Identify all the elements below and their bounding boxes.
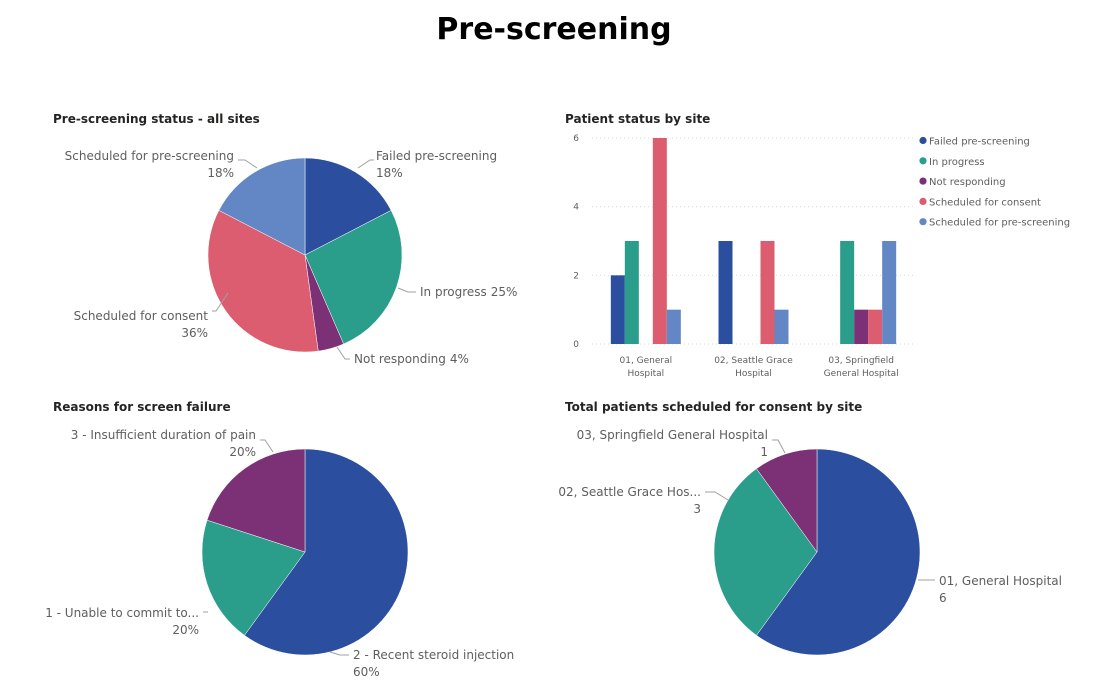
slice-label-value: 36% [181, 326, 208, 340]
slice-label: Not responding 4% [354, 352, 469, 366]
pie-slice[interactable] [201, 519, 306, 636]
leader-line [772, 439, 786, 454]
legend-entry: Failed pre-screening [929, 137, 1030, 148]
slice-label-value: 60% [353, 665, 380, 679]
y-tick-label: 6 [573, 134, 579, 144]
slice-label-value: 25% [491, 285, 518, 299]
slice-label-value: 18% [207, 166, 234, 180]
failure-pie-chart[interactable]: 2 - Recent steroid injection 60% 1 - Unabl… [45, 428, 514, 679]
leader-line [260, 439, 274, 453]
pie-slice[interactable] [756, 448, 818, 553]
y-tick-label: 2 [573, 271, 579, 281]
legend-marker [919, 136, 927, 145]
bar[interactable] [868, 309, 883, 344]
y-tick-label: 0 [573, 340, 579, 350]
bar[interactable] [774, 309, 789, 344]
slice-label-name: 02, Seattle Grace Hos... [558, 485, 701, 499]
bar[interactable] [760, 241, 775, 344]
x-tick-label: Hospital [735, 369, 772, 379]
slice-label-value: 18% [376, 166, 403, 180]
bar[interactable] [666, 309, 681, 344]
leader-line [329, 651, 349, 656]
site-bar-chart[interactable]: 0 2 4 6 01, General Hospital 02, Seattle Grace… [573, 134, 1070, 379]
slice-label-name: 2 - Recent steroid injection [353, 648, 514, 662]
pie-slice[interactable] [207, 210, 319, 353]
leader-line [212, 292, 229, 312]
bar[interactable] [624, 241, 639, 344]
slice-label: In progress 25% [420, 285, 517, 299]
leader-line [336, 346, 350, 360]
leader-line [357, 159, 374, 169]
bar[interactable] [652, 138, 667, 344]
slice-label-value: 6 [939, 591, 947, 605]
slice-label-name: Failed pre-screening [376, 149, 497, 163]
slice-label-name: Scheduled for pre-screening [65, 149, 234, 163]
slice-label-name: 03, Springfield General Hospital [577, 428, 768, 442]
bar[interactable] [854, 309, 869, 344]
slice-label-name: Scheduled for consent [74, 309, 209, 323]
bar[interactable] [840, 241, 855, 344]
chart-title-site-bar: Patient status by site [565, 112, 711, 126]
chart-title-consent-pie: Total patients scheduled for consent by … [565, 400, 863, 414]
legend-marker [919, 177, 927, 185]
legend-marker [919, 157, 927, 165]
slice-label-name: Not responding [354, 352, 446, 366]
x-tick-label: Hospital [627, 369, 664, 379]
leader-line [705, 491, 729, 501]
bar[interactable] [718, 241, 733, 344]
pie-slice[interactable] [206, 448, 306, 553]
x-tick-label: 01, General [620, 356, 673, 366]
x-tick-label: 03, Springfield [828, 356, 894, 366]
x-tick-label: General Hospital [824, 369, 899, 379]
legend-marker [919, 197, 927, 205]
status-pie-chart[interactable]: Failed pre-screening 18% In progress 25% Not… [65, 149, 518, 366]
pie-slice[interactable] [713, 468, 818, 636]
pie-slice[interactable] [218, 157, 306, 256]
slice-label-name: 01, General Hospital [939, 574, 1062, 588]
consent-pie-chart[interactable]: 01, General Hospital 6 02, Seattle Grace H… [558, 428, 1062, 656]
y-tick-label: 4 [573, 203, 579, 213]
slice-label-value: 1 [760, 445, 768, 459]
legend-entry: In progress [929, 157, 985, 168]
leader-line [238, 159, 258, 169]
legend-entry: Not responding [929, 177, 1006, 188]
leader-line [397, 287, 416, 293]
slice-label-value: 3 [693, 502, 701, 516]
x-tick-label: 02, Seattle Grace [714, 356, 793, 366]
chart-title-failure-pie: Reasons for screen failure [53, 400, 231, 414]
slice-label-value: 20% [229, 445, 256, 459]
chart-title-status-pie: Pre-screening status - all sites [53, 112, 260, 126]
pie-slice[interactable] [244, 448, 409, 656]
slice-label-name: In progress [420, 285, 487, 299]
bar[interactable] [610, 275, 625, 344]
bar[interactable] [882, 241, 897, 344]
legend-entry: Scheduled for pre-screening [929, 218, 1070, 229]
pie-slice[interactable] [756, 448, 921, 656]
slice-label-name: 1 - Unable to commit to... [45, 606, 199, 620]
slice-label-value: 20% [172, 623, 199, 637]
page-title: Pre-screening [436, 12, 672, 47]
slice-label-name: 3 - Insufficient duration of pain [71, 428, 256, 442]
legend-marker [919, 218, 927, 226]
pie-slice[interactable] [304, 157, 392, 256]
slice-label-value: 4% [450, 352, 469, 366]
legend-entry: Scheduled for consent [929, 197, 1041, 208]
